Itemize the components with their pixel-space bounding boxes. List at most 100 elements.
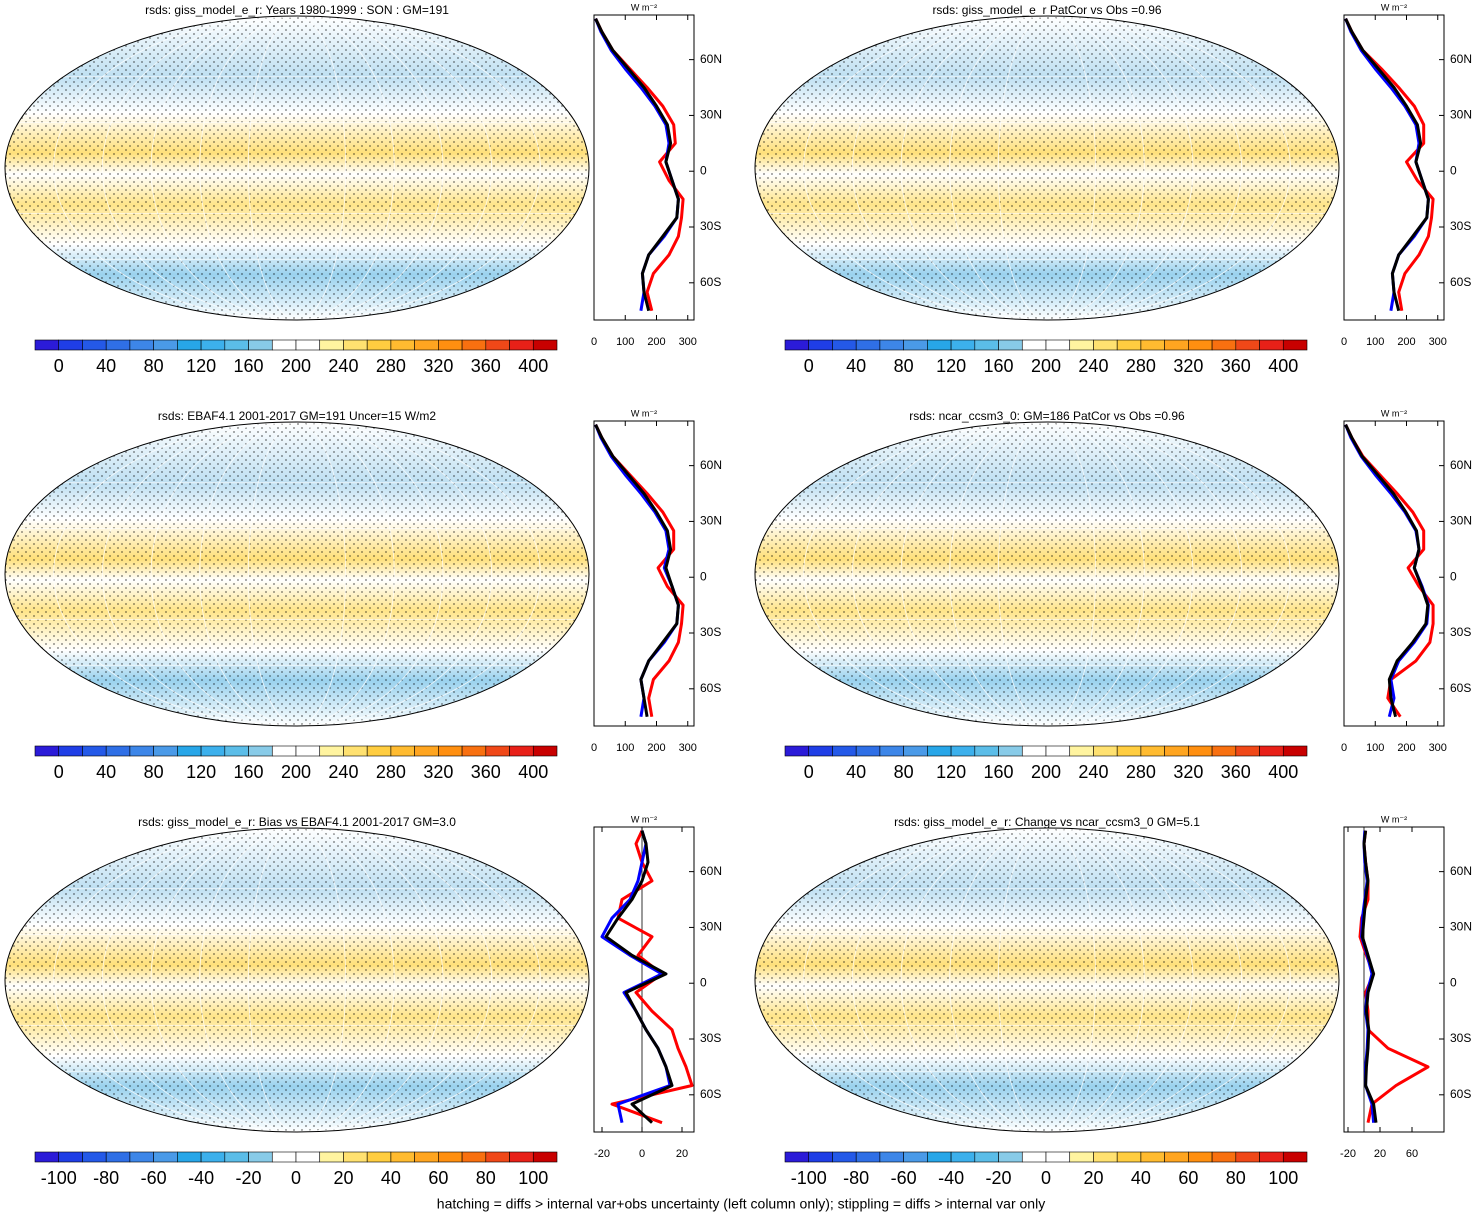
colorbar-box: [1069, 1151, 1094, 1163]
colorbar-label: 80: [894, 762, 914, 782]
colorbar-box: [532, 1151, 558, 1163]
colorbar-box: [974, 339, 999, 351]
colorbar-label: 0: [804, 356, 814, 376]
colorbar-label: 200: [1031, 762, 1061, 782]
y-tick-label: 60S: [700, 1087, 721, 1101]
colorbar-box: [248, 1151, 273, 1163]
y-tick-label: 30N: [1450, 514, 1472, 528]
y-tick-label: 30S: [700, 625, 721, 639]
colorbar-label: 280: [1126, 762, 1156, 782]
colorbar-label: 120: [186, 762, 216, 782]
colorbar-label: 160: [234, 356, 264, 376]
panel: rsds: EBAF4.1 2001-2017 GM=191 Uncer=15 …: [4, 408, 722, 782]
colorbar-box: [414, 1151, 439, 1163]
colorbar-label: 400: [1268, 356, 1298, 376]
colorbar-box: [832, 745, 857, 757]
colorbar-box: [1164, 339, 1189, 351]
colorbar-box: [129, 1151, 154, 1163]
colorbar-box: [366, 339, 392, 351]
profile-frame: [1343, 14, 1445, 321]
colorbar-box: [366, 1151, 392, 1163]
colorbar-box: [927, 339, 952, 351]
colorbar-label: 120: [186, 356, 216, 376]
x-tick-label: 200: [1397, 336, 1415, 348]
x-tick-label: 200: [647, 742, 665, 754]
colorbar-label: 0: [804, 762, 814, 782]
colorbar-label: -100: [41, 1168, 77, 1188]
y-tick-label: 60S: [1450, 275, 1471, 289]
colorbar-box: [1188, 1151, 1213, 1163]
colorbar-box: [461, 1151, 487, 1163]
colorbar-label: 0: [54, 762, 64, 782]
colorbar-label: 240: [1078, 356, 1108, 376]
map-title: rsds: giss_model_e_r: Change vs ncar_ccs…: [894, 815, 1200, 829]
colorbar-label: 240: [328, 356, 358, 376]
colorbar-box: [200, 745, 226, 757]
x-tick-label: 100: [616, 336, 634, 348]
y-tick-label: 60N: [700, 864, 722, 878]
colorbar-label: 40: [846, 356, 866, 376]
map-stippling: [5, 16, 589, 320]
colorbar-label: -80: [93, 1168, 119, 1188]
colorbar-box: [784, 745, 810, 757]
colorbar-box: [998, 745, 1023, 757]
colorbar-box: [390, 745, 415, 757]
colorbar-box: [509, 1151, 534, 1163]
x-tick-label: 300: [679, 742, 697, 754]
colorbar-box: [808, 745, 833, 757]
colorbar-box: [319, 1151, 344, 1163]
y-tick-label: 60N: [700, 52, 722, 66]
x-tick-label: 0: [1341, 336, 1347, 348]
colorbar-box: [509, 745, 534, 757]
colorbar-label: -60: [891, 1168, 917, 1188]
colorbar-box: [784, 1151, 810, 1163]
colorbar-box: [414, 339, 439, 351]
x-tick-label: 0: [639, 1148, 645, 1160]
colorbar-box: [1116, 745, 1142, 757]
colorbar-box: [950, 1151, 976, 1163]
colorbar-box: [295, 745, 321, 757]
x-tick-label: 100: [1366, 336, 1384, 348]
footer-note: hatching = diffs > internal var+obs unce…: [437, 1196, 1045, 1212]
colorbar-box: [855, 1151, 881, 1163]
colorbar-box: [1211, 339, 1237, 351]
colorbar-box: [343, 339, 368, 351]
y-tick-label: 30S: [700, 1031, 721, 1045]
y-tick-label: 0: [1450, 975, 1457, 989]
colorbar-box: [950, 745, 976, 757]
colorbar-label: 80: [894, 356, 914, 376]
colorbar-label: -40: [938, 1168, 964, 1188]
y-tick-label: 60N: [1450, 458, 1472, 472]
map-title: rsds: giss_model_e_r PatCor vs Obs =0.96: [932, 3, 1161, 17]
y-tick-label: 0: [700, 569, 707, 583]
profile-line: [1344, 424, 1430, 718]
colorbar-box: [1235, 1151, 1260, 1163]
map-title: rsds: giss_model_e_r: Bias vs EBAF4.1 20…: [138, 815, 456, 829]
profile-unit: W m⁻²: [1381, 2, 1407, 12]
colorbar-box: [1188, 745, 1213, 757]
colorbar-label: 80: [1226, 1168, 1246, 1188]
colorbar-box: [177, 745, 202, 757]
colorbar-box: [485, 745, 510, 757]
colorbar-box: [485, 1151, 510, 1163]
colorbar-box: [1282, 745, 1308, 757]
x-tick-label: 0: [591, 336, 597, 348]
x-tick-label: 300: [1429, 336, 1447, 348]
profile-unit: W m⁻²: [631, 814, 657, 824]
profile-line: [1344, 18, 1430, 312]
colorbar-label: 360: [1221, 762, 1251, 782]
colorbar-label: 20: [333, 1168, 353, 1188]
profile-frame: [1343, 826, 1445, 1133]
map-stippling: [5, 422, 589, 726]
map-title: rsds: ncar_ccsm3_0: GM=186 PatCor vs Obs…: [909, 409, 1185, 423]
y-tick-label: 60N: [700, 458, 722, 472]
colorbar-box: [82, 339, 107, 351]
colorbar-label: 160: [984, 762, 1014, 782]
colorbar-label: 40: [96, 356, 116, 376]
colorbar-box: [1021, 339, 1047, 351]
map-border: [754, 421, 1340, 727]
x-tick-label: 60: [1406, 1148, 1418, 1160]
colorbar-label: 280: [376, 762, 406, 782]
colorbar-box: [224, 745, 249, 757]
colorbar-label: 400: [518, 762, 548, 782]
